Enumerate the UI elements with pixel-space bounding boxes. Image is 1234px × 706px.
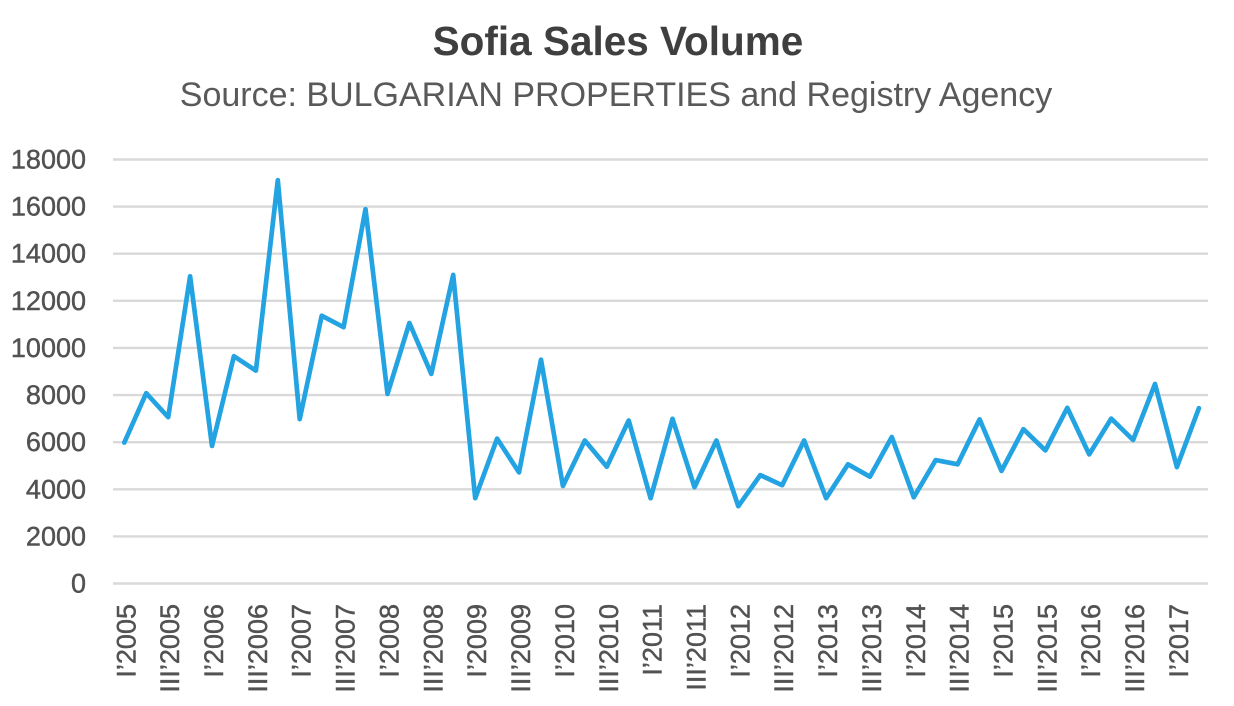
- svg-text:4000: 4000: [26, 474, 86, 504]
- svg-text:III’2006: III’2006: [243, 604, 273, 693]
- svg-text:8000: 8000: [26, 380, 86, 410]
- svg-text:10000: 10000: [11, 333, 86, 363]
- svg-text:0: 0: [71, 569, 86, 599]
- svg-text:I’2007: I’2007: [287, 604, 317, 678]
- svg-text:III’2012: III’2012: [769, 604, 799, 693]
- svg-text:III’2016: III’2016: [1120, 604, 1150, 693]
- svg-text:I’2005: I’2005: [111, 604, 141, 678]
- svg-text:I’2013: I’2013: [813, 604, 843, 678]
- svg-text:III’2008: III’2008: [418, 604, 448, 693]
- svg-text:III’2011: III’2011: [682, 604, 712, 691]
- svg-text:Sofia Sales Volume: Sofia Sales Volume: [433, 18, 804, 64]
- svg-text:I’2012: I’2012: [725, 604, 755, 678]
- svg-text:III’2007: III’2007: [331, 604, 361, 693]
- svg-text:2000: 2000: [26, 521, 86, 551]
- svg-text:12000: 12000: [11, 286, 86, 316]
- svg-text:Source: BULGARIAN PROPERTIES a: Source: BULGARIAN PROPERTIES and Registr…: [180, 76, 1052, 114]
- svg-text:I’2011: I’2011: [638, 604, 668, 676]
- svg-text:III’2015: III’2015: [1032, 604, 1062, 693]
- svg-text:I’2015: I’2015: [989, 604, 1019, 678]
- svg-text:I’2016: I’2016: [1076, 604, 1106, 678]
- svg-text:I’2017: I’2017: [1164, 604, 1194, 678]
- svg-text:III’2005: III’2005: [155, 604, 185, 693]
- svg-text:III’2009: III’2009: [506, 604, 536, 693]
- svg-text:I’2008: I’2008: [375, 604, 405, 678]
- svg-text:16000: 16000: [11, 192, 86, 222]
- svg-text:III’2013: III’2013: [857, 604, 887, 693]
- svg-text:I’2014: I’2014: [901, 604, 931, 678]
- svg-text:III’2014: III’2014: [945, 604, 975, 693]
- svg-text:14000: 14000: [11, 239, 86, 269]
- svg-text:I’2006: I’2006: [199, 604, 229, 678]
- svg-text:III’2010: III’2010: [594, 604, 624, 693]
- svg-text:I’2010: I’2010: [550, 604, 580, 678]
- svg-text:I’2009: I’2009: [462, 604, 492, 678]
- svg-text:6000: 6000: [26, 427, 86, 457]
- svg-text:18000: 18000: [11, 145, 86, 175]
